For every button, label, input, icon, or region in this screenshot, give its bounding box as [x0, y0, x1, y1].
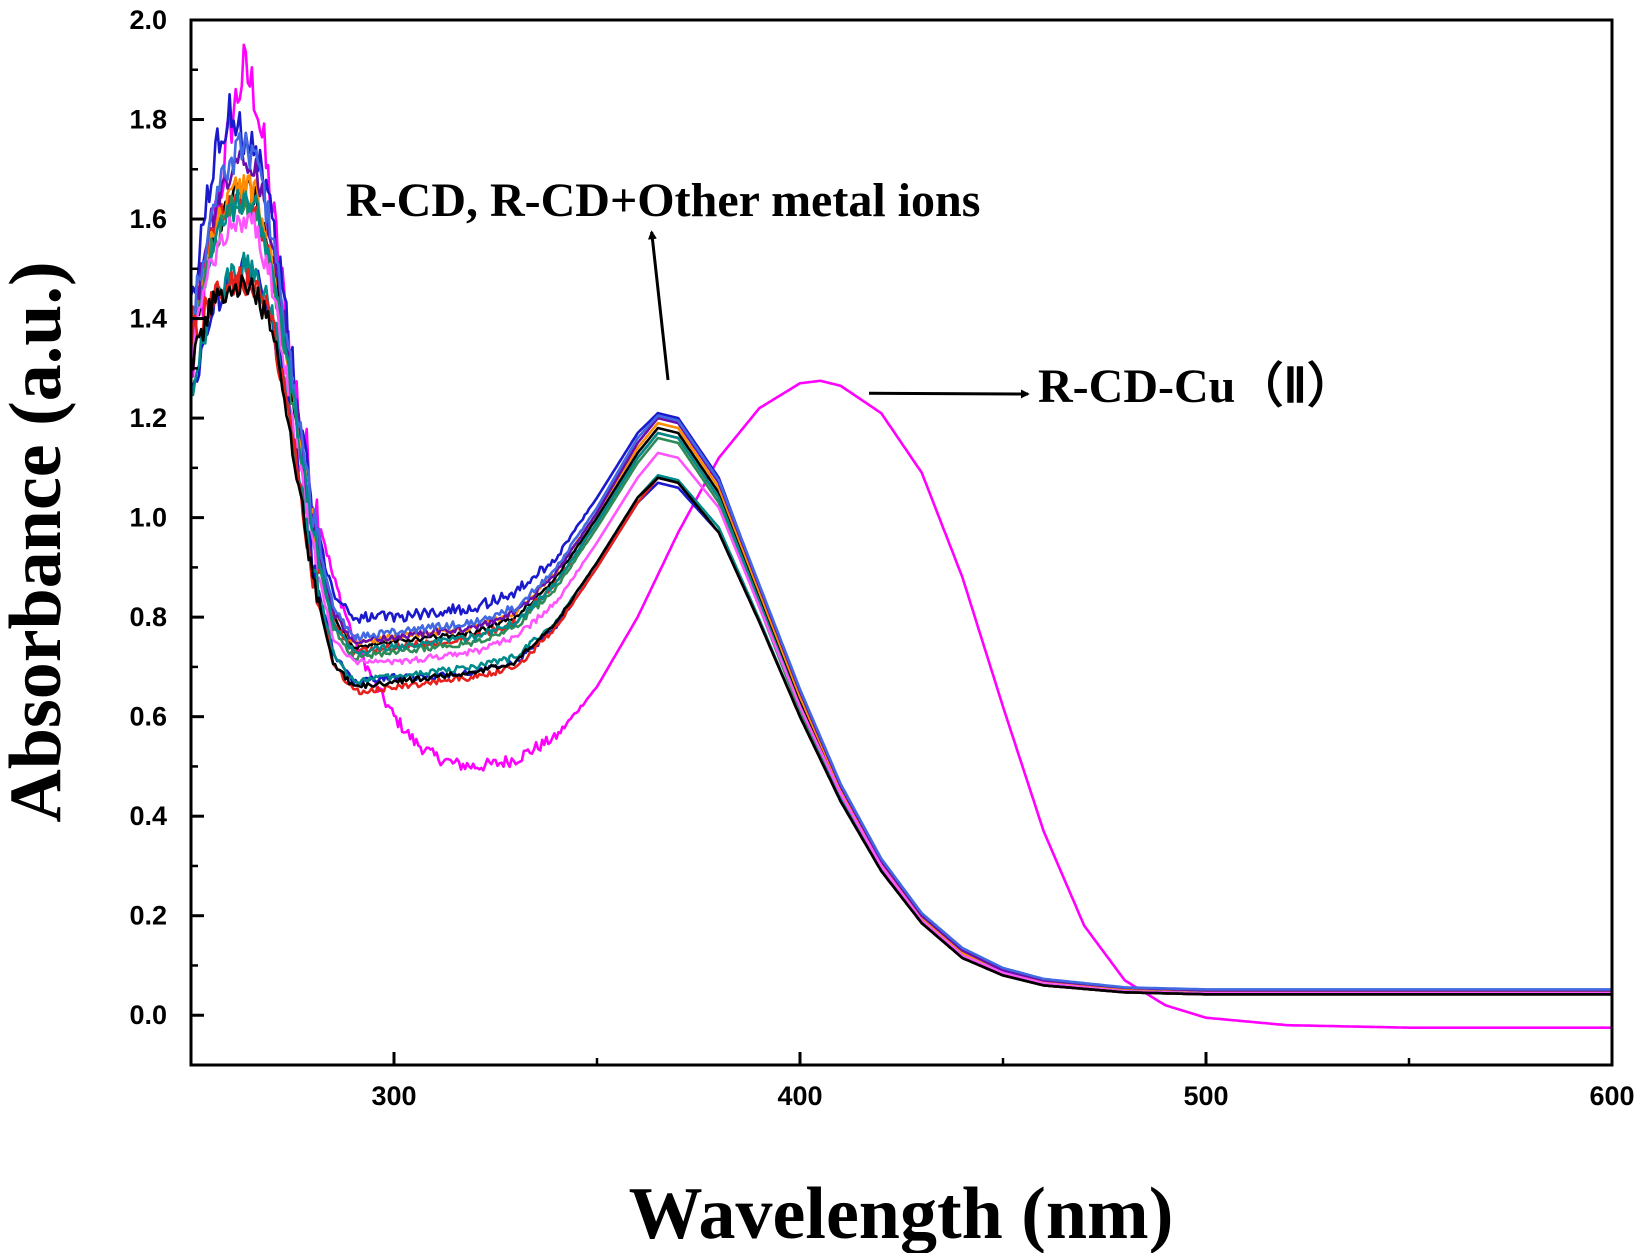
- y-tick-label: 0.6: [129, 702, 167, 732]
- y-tick-label: 0.2: [129, 901, 167, 931]
- series-line: [191, 251, 1612, 996]
- series-line: [191, 173, 1612, 994]
- series-line: [191, 147, 1612, 992]
- x-tick-label: 300: [371, 1081, 416, 1111]
- x-tick-label: 500: [1183, 1081, 1228, 1111]
- axes-layer: 300 400 500 600 0.0 0.2 0.4 0.6 0.8 1.0 1.2 1.4 1.6 1…: [129, 5, 1634, 1111]
- series-line: [191, 191, 1612, 995]
- annotation-other-metal-ions: R-CD, R-CD+Other metal ions: [346, 174, 980, 227]
- y-tick-label: 1.0: [129, 503, 167, 533]
- series-line: [191, 190, 1612, 995]
- series-line: [191, 253, 1612, 996]
- y-tick-label: 1.4: [129, 304, 167, 334]
- annotation-other-arrow: [647, 230, 670, 381]
- series-line: [191, 93, 1612, 992]
- annotation-cu-arrow: [869, 389, 1030, 399]
- series-line: [191, 178, 1612, 995]
- y-tick-label: 0.0: [129, 1000, 167, 1030]
- annotation-cu-complex: R-CD-Cu（Ⅱ）: [1038, 360, 1355, 413]
- y-axis-title: Absorbance (a.u.): [0, 261, 77, 822]
- series-line: [191, 188, 1612, 995]
- plot-frame: [189, 18, 1614, 1067]
- y-tick-label: 1.2: [129, 403, 167, 433]
- y-tick-label: 0.8: [129, 602, 167, 632]
- series-line: [191, 131, 1612, 991]
- x-axis-title: Wavelength (nm): [629, 1173, 1174, 1253]
- y-tick-label: 0.4: [129, 801, 167, 831]
- y-tick-label: 1.6: [129, 204, 167, 234]
- series-line: [191, 274, 1612, 996]
- y-tick-label: 2.0: [129, 5, 167, 35]
- series-line: [191, 43, 1612, 1029]
- series-line: [191, 211, 1612, 995]
- x-tick-label: 600: [1589, 1081, 1634, 1111]
- x-tick-label: 400: [777, 1081, 822, 1111]
- y-tick-label: 1.8: [129, 105, 167, 135]
- annotation-layer: R-CD, R-CD+Other metal ions R-CD-Cu（Ⅱ）: [346, 174, 1355, 413]
- series-layer: [191, 43, 1612, 1029]
